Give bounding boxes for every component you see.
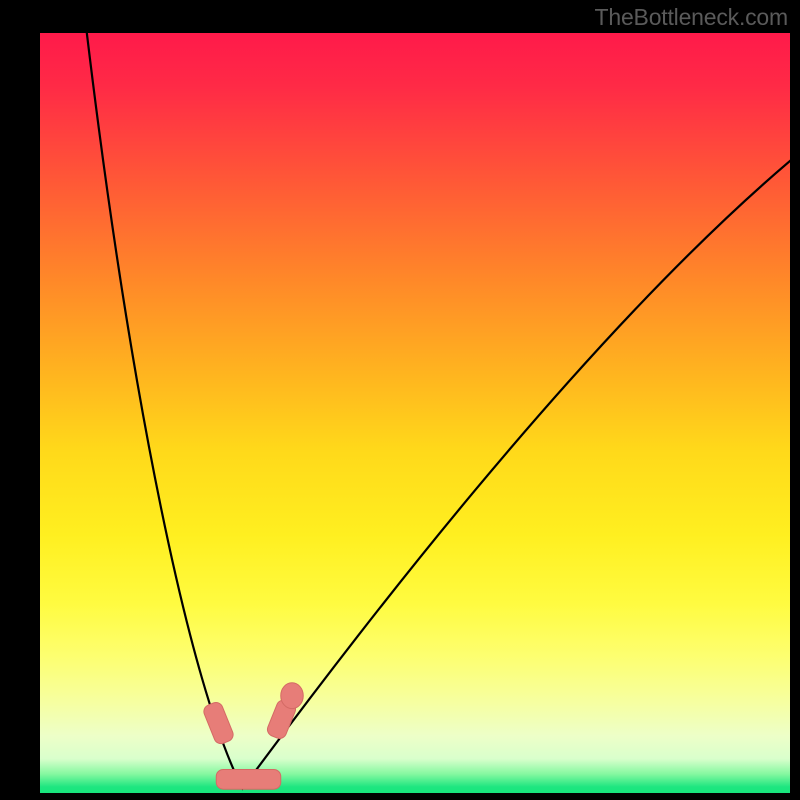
marker-capsule: [216, 769, 281, 789]
marker-dot: [281, 683, 304, 709]
chart-stage: TheBottleneck.com: [0, 0, 800, 800]
plot-background: [40, 33, 790, 793]
watermark-label: TheBottleneck.com: [595, 4, 788, 31]
bottleneck-chart: [0, 0, 800, 800]
